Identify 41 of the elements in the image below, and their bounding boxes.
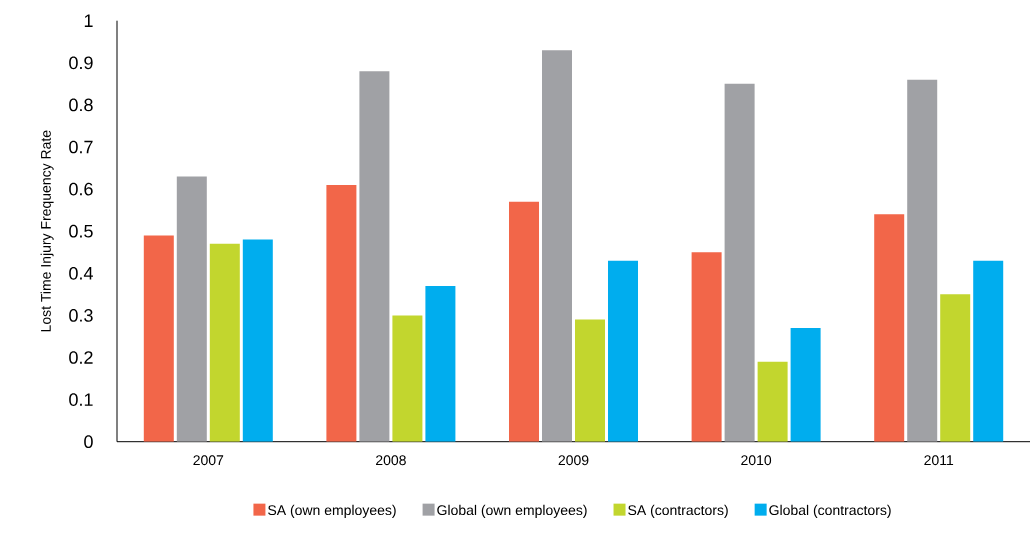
legend-label: SA (own employees): [268, 504, 396, 518]
y-tick-label: 0.7: [69, 140, 93, 154]
y-tick-label: 0.5: [69, 224, 93, 238]
bar: [874, 214, 905, 442]
bar: [724, 83, 755, 442]
x-tick-label: 2007: [193, 455, 224, 466]
bar: [425, 285, 456, 442]
legend-label: SA (contractors): [628, 504, 728, 518]
x-tick-label: 2009: [558, 455, 589, 466]
bar: [691, 252, 722, 442]
y-tick-label: 0.3: [69, 309, 93, 322]
bar: [790, 328, 821, 442]
y-tick-label: 0.8: [69, 98, 93, 112]
bar: [143, 235, 174, 442]
legend-label: Global (own employees): [437, 504, 587, 518]
x-tick-label: 2008: [376, 455, 406, 466]
bar: [608, 260, 638, 442]
y-tick-label: 0.1: [69, 393, 93, 406]
bar: [973, 260, 1004, 442]
y-axis-title: Lost Time Injury Frequency Rate: [40, 130, 54, 332]
y-tick-label: 0.6: [69, 182, 93, 196]
y-tick-label: 1: [84, 14, 93, 27]
legend-label: Global (contractors): [769, 504, 891, 518]
bar: [757, 361, 788, 442]
y-tick-label: 0.2: [69, 351, 93, 364]
bar: [209, 243, 240, 442]
bar: [326, 184, 357, 442]
bar: [575, 319, 605, 442]
bar: [542, 50, 572, 442]
bar: [907, 79, 938, 442]
bar: [940, 294, 971, 442]
bar: [176, 176, 207, 442]
bar: [392, 315, 423, 442]
bar: [242, 239, 273, 442]
y-tick-label: 0.9: [69, 56, 93, 70]
y-tick-label: 0: [84, 435, 93, 449]
bar: [359, 71, 390, 442]
bar: [509, 201, 539, 442]
y-tick-label: 0.4: [69, 266, 93, 280]
x-tick-label: 2010: [741, 455, 772, 466]
x-tick-label: 2011: [924, 455, 954, 466]
